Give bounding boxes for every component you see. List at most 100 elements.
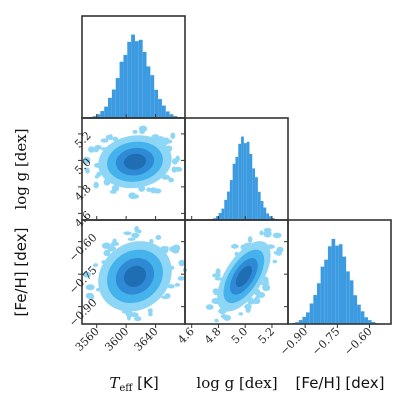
contour-blob — [92, 263, 99, 267]
contour-blob — [96, 171, 102, 178]
hist-bar — [243, 143, 247, 220]
x-tick-label: −0.90 — [277, 325, 310, 358]
hist-bar — [360, 311, 365, 324]
hist-bar — [169, 114, 174, 118]
contour-blob — [88, 146, 95, 153]
contour-blob — [134, 225, 139, 233]
hist-bar — [331, 238, 336, 324]
hist-bar — [224, 199, 228, 220]
contour-blob — [215, 268, 221, 276]
hist-bar — [371, 322, 376, 324]
hist-bar — [158, 99, 162, 118]
hist-bar — [100, 111, 105, 118]
hist-bar — [142, 51, 147, 118]
y-tick-label: 4.8 — [72, 182, 94, 204]
hist-bar — [342, 256, 347, 324]
hist-bar — [213, 218, 216, 220]
contour-blob — [134, 316, 142, 322]
hist-bar — [255, 177, 258, 220]
hist-bar — [150, 75, 155, 118]
contour-blob — [139, 129, 145, 135]
contour-blob — [127, 237, 136, 241]
contour-blob — [112, 136, 119, 142]
contour-blob — [85, 284, 95, 291]
joint-panel-0-2 — [83, 225, 188, 322]
contour-blob — [163, 137, 170, 144]
x-tick-label: 3560 — [73, 325, 102, 354]
hist-bar — [173, 116, 178, 118]
hist-bar — [335, 245, 339, 324]
hist-bar — [349, 280, 354, 324]
y-tick-label: 4.6 — [72, 209, 94, 231]
hist-bar — [269, 216, 272, 220]
hist-bar — [313, 294, 317, 324]
contour-level-3 — [123, 265, 147, 287]
contour-blob — [107, 245, 116, 252]
hist-bar — [235, 156, 239, 220]
contour-blob — [167, 284, 175, 289]
contour-blob — [172, 158, 178, 165]
hist-bar — [309, 303, 314, 324]
contour-blob — [161, 295, 170, 300]
x-tick-label: 5.2 — [256, 325, 278, 347]
contour-blob — [263, 228, 272, 233]
hist-bar — [119, 61, 124, 118]
x-axis-label-teff: Teff [K] — [109, 374, 158, 394]
contour-blob — [273, 250, 280, 255]
hist-bar — [127, 41, 132, 118]
contour-blob — [244, 303, 252, 310]
hist-bar — [263, 207, 267, 220]
contour-level-3 — [123, 153, 147, 170]
contour-blob — [132, 129, 138, 134]
hist-bar — [123, 54, 128, 118]
contour-blob — [131, 232, 140, 239]
y-tick-label: 5.0 — [72, 156, 94, 178]
contour-blob — [168, 177, 174, 183]
contour-blob — [259, 230, 264, 236]
contour-blob — [103, 249, 111, 257]
contour-blob — [178, 259, 186, 267]
x-tick-label: −0.60 — [342, 325, 375, 358]
hist-bar — [266, 213, 270, 220]
hist-bar — [238, 143, 242, 220]
contour-blob — [214, 318, 219, 323]
hist-bar — [96, 114, 101, 118]
x-tick-label: −0.75 — [309, 325, 342, 358]
contour-blob — [84, 167, 90, 172]
marginal-hist-2 — [287, 238, 383, 324]
contour-blob — [170, 132, 176, 139]
contour-blob — [147, 308, 153, 313]
x-tick-label: 5.0 — [229, 325, 251, 347]
hist-bar — [271, 218, 275, 220]
y-tick-label: −0.60 — [66, 231, 99, 264]
contour-blob — [83, 156, 91, 164]
hist-bar — [146, 66, 151, 118]
hist-bar — [227, 191, 230, 220]
hist-bar — [246, 141, 250, 220]
marginal-hist-0 — [84, 34, 185, 119]
x-axis-label-logg: log g [dex] — [196, 374, 277, 392]
y-tick-label: −0.75 — [66, 264, 99, 297]
hist-bar — [306, 312, 310, 324]
hist-bar — [295, 322, 299, 324]
x-tick-label: 3600 — [102, 325, 131, 354]
contour-blob — [146, 187, 152, 192]
hist-bar — [298, 320, 303, 324]
hist-bar — [165, 111, 170, 118]
hist-bar — [111, 89, 116, 118]
contour-blob — [174, 283, 181, 287]
hist-bar — [260, 201, 264, 220]
contour-blob — [111, 185, 120, 192]
hist-bar — [104, 106, 109, 118]
hist-bar — [131, 34, 135, 119]
hist-bar — [364, 317, 369, 324]
contour-blob — [94, 145, 102, 150]
contour-blob — [88, 293, 95, 300]
x-tick-label: 4.6 — [175, 325, 197, 347]
contour-blob — [93, 181, 99, 189]
contour-blob — [171, 166, 177, 173]
contour-blob — [130, 312, 139, 318]
hist-bar — [134, 41, 139, 118]
joint-panel-1-2 — [205, 228, 284, 323]
